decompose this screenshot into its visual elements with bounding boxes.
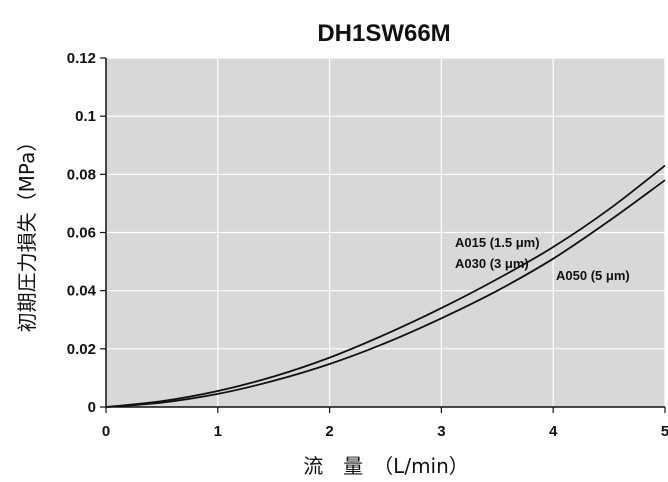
x-axis-label: 流 量 （L/min） (303, 454, 469, 478)
x-tick-label: 0 (102, 423, 110, 440)
grid (106, 57, 666, 407)
x-tick-label: 2 (325, 423, 333, 440)
axes (100, 57, 666, 413)
y-tick-label: 0.06 (67, 225, 96, 242)
x-tick-label: 4 (549, 423, 558, 440)
series-line-1 (105, 164, 666, 408)
tick-labels: 0 1 2 3 4 5 0 0.02 0.04 0.06 0.08 0.1 0.12 (67, 50, 668, 440)
series-lines (105, 164, 666, 408)
x-tick-label: 5 (661, 423, 668, 440)
series-line-2 (105, 179, 666, 408)
chart-title: DH1SW66M (317, 20, 450, 47)
annotation-a030: A030 (3 μm) (455, 256, 529, 271)
y-tick-label: 0 (88, 399, 96, 416)
y-tick-label: 0.08 (67, 166, 96, 183)
y-tick-label: 0.04 (67, 283, 97, 300)
x-tick-label: 1 (214, 423, 222, 440)
annotation-a015: A015 (1.5 μm) (455, 235, 540, 250)
annotation-a050: A050 (5 μm) (556, 268, 630, 283)
y-tick-label: 0.12 (67, 50, 96, 67)
y-tick-label: 0.02 (67, 341, 96, 358)
x-tick-label: 3 (437, 423, 445, 440)
y-axis-label: 初期圧力損失（MPa） (15, 132, 39, 333)
y-tick-label: 0.1 (75, 108, 96, 125)
